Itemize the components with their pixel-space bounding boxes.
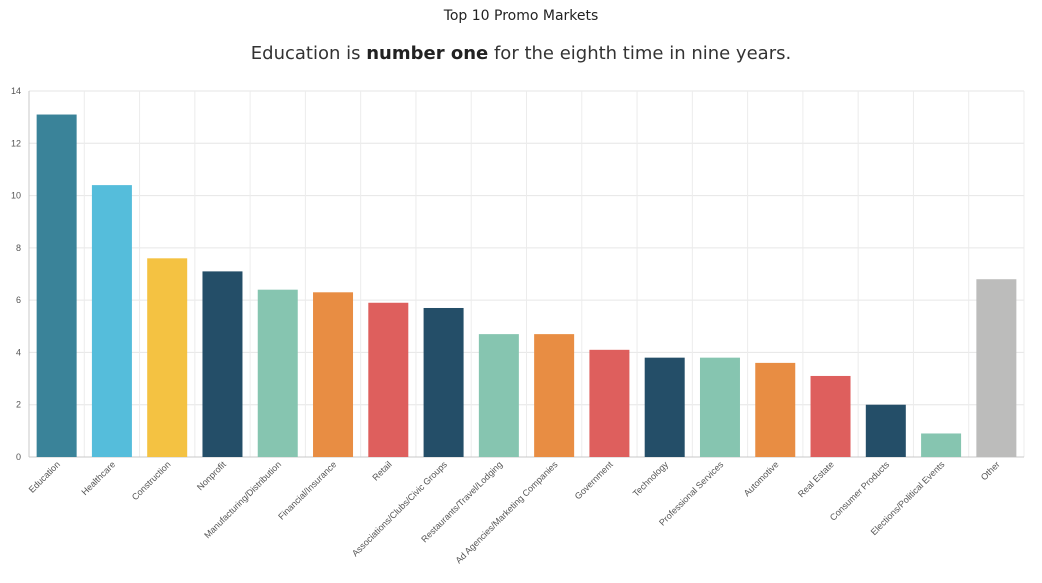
y-tick-label: 8 <box>16 243 21 253</box>
subtitle-post: for the eighth time in nine years. <box>488 43 792 64</box>
subtitle-bold: number one <box>366 43 489 64</box>
subtitle-pre: Education is <box>250 43 367 64</box>
bar[interactable] <box>644 357 685 457</box>
y-tick-label: 12 <box>11 138 21 148</box>
y-tick-label: 14 <box>11 86 21 96</box>
y-tick-label: 0 <box>16 452 21 462</box>
x-category-label: Financial/Insurance <box>276 459 338 521</box>
x-category-label: Retail <box>370 459 393 482</box>
x-category-label: Consumer Products <box>828 459 892 523</box>
bar[interactable] <box>368 302 409 457</box>
x-category-label: Healthcare <box>79 459 117 497</box>
bar[interactable] <box>423 307 464 457</box>
x-category-label: Professional Services <box>657 459 726 528</box>
x-category-label: Education <box>27 459 62 494</box>
bar[interactable] <box>478 334 519 457</box>
x-category-label: Technology <box>631 459 671 499</box>
bar[interactable] <box>91 185 132 457</box>
x-category-label: Construction <box>130 459 173 502</box>
bar[interactable] <box>810 375 851 457</box>
chart-grid <box>28 90 1025 458</box>
bar[interactable] <box>699 357 740 457</box>
y-tick-label: 2 <box>16 400 21 410</box>
chart-title: Top 10 Promo Markets <box>443 8 599 24</box>
x-category-label: Automotive <box>742 459 781 498</box>
y-tick-label: 4 <box>16 347 21 357</box>
chart-subtitle: Education is number one for the eighth t… <box>0 43 1042 64</box>
bar[interactable] <box>755 362 796 457</box>
x-category-label: Other <box>979 459 1002 482</box>
bar[interactable] <box>257 289 298 457</box>
bar[interactable] <box>534 334 575 457</box>
bar[interactable] <box>147 258 188 457</box>
x-category-label: Ad Agencies/Marketing Companies <box>453 459 559 565</box>
y-tick-label: 6 <box>16 295 21 305</box>
bar[interactable] <box>921 433 962 457</box>
x-axis-labels: Education Healthcare Construction Nonprofit… <box>27 459 1002 565</box>
chart-bars <box>36 114 1017 458</box>
y-tick-label: 10 <box>11 191 21 201</box>
bar[interactable] <box>36 114 77 458</box>
bar[interactable] <box>976 279 1017 457</box>
bar[interactable] <box>589 349 630 457</box>
bar[interactable] <box>202 271 243 457</box>
x-category-label: Nonprofit <box>195 459 228 492</box>
y-axis-ticks: 0 2 4 6 8 10 12 14 <box>11 86 21 462</box>
bar[interactable] <box>313 292 354 457</box>
x-category-label: Real Estate <box>796 459 836 499</box>
x-category-label: Associations/Clubs/Civic Groups <box>350 459 449 558</box>
bar[interactable] <box>865 404 906 457</box>
x-category-label: Government <box>573 459 615 501</box>
